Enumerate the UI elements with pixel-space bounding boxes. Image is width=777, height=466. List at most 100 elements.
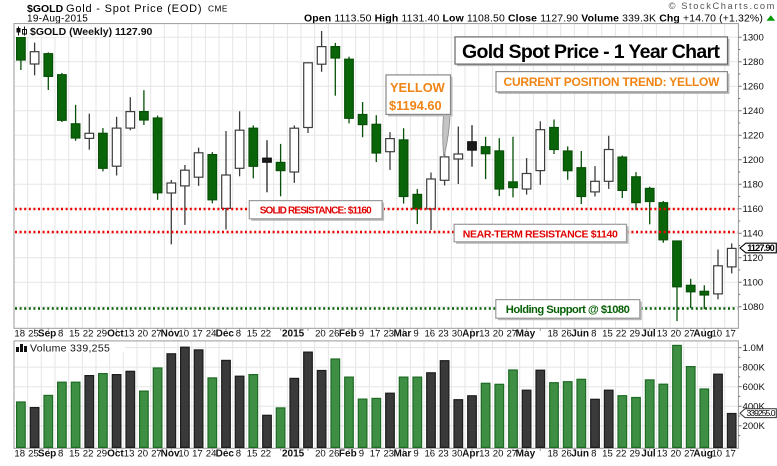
svg-text:1280: 1280 bbox=[743, 57, 764, 68]
svg-text:Oct: Oct bbox=[107, 329, 124, 340]
svg-text:17: 17 bbox=[192, 449, 203, 460]
svg-text:22: 22 bbox=[83, 329, 94, 340]
svg-text:18: 18 bbox=[547, 329, 558, 340]
svg-text:1100: 1100 bbox=[743, 278, 764, 289]
svg-text:29: 29 bbox=[96, 449, 107, 460]
svg-text:16: 16 bbox=[424, 449, 435, 460]
svg-text:Gold Spot Price - 1 Year Chart: Gold Spot Price - 1 Year Chart bbox=[462, 41, 721, 63]
svg-text:1160: 1160 bbox=[743, 204, 764, 215]
svg-text:8: 8 bbox=[591, 329, 596, 340]
svg-text:200K: 200K bbox=[743, 421, 766, 432]
svg-text:17: 17 bbox=[192, 329, 203, 340]
svg-text:22: 22 bbox=[616, 449, 627, 460]
svg-text:339255.0: 339255.0 bbox=[747, 408, 776, 418]
svg-text:13: 13 bbox=[124, 449, 135, 460]
svg-text:8: 8 bbox=[591, 449, 596, 460]
svg-text:25: 25 bbox=[28, 449, 39, 460]
svg-text:$GOLD (Weekly) 1127.90: $GOLD (Weekly) 1127.90 bbox=[30, 26, 153, 38]
svg-text:Feb: Feb bbox=[339, 329, 357, 340]
svg-text:22: 22 bbox=[83, 449, 94, 460]
svg-text:29: 29 bbox=[629, 449, 640, 460]
svg-text:1120: 1120 bbox=[743, 253, 764, 264]
svg-text:17: 17 bbox=[725, 329, 736, 340]
svg-text:27: 27 bbox=[506, 329, 517, 340]
svg-text:Jul: Jul bbox=[641, 329, 656, 340]
svg-text:Holding Support @ $1080: Holding Support @ $1080 bbox=[506, 304, 630, 316]
svg-text:1220: 1220 bbox=[743, 131, 764, 142]
svg-text:19-Aug-2015: 19-Aug-2015 bbox=[27, 14, 88, 25]
svg-text:May: May bbox=[516, 449, 536, 460]
svg-text:16: 16 bbox=[424, 329, 435, 340]
svg-text:Mar: Mar bbox=[394, 449, 412, 460]
svg-text:20: 20 bbox=[493, 449, 504, 460]
svg-text:8: 8 bbox=[236, 329, 241, 340]
svg-text:26: 26 bbox=[329, 449, 340, 460]
svg-text:Jul: Jul bbox=[641, 449, 656, 460]
svg-text:1240: 1240 bbox=[743, 106, 764, 117]
svg-text:9: 9 bbox=[359, 329, 364, 340]
svg-text:Nov: Nov bbox=[161, 329, 180, 340]
svg-text:Jun: Jun bbox=[571, 449, 589, 460]
svg-text:Feb: Feb bbox=[339, 449, 357, 460]
svg-text:23: 23 bbox=[383, 449, 394, 460]
svg-text:25: 25 bbox=[28, 329, 39, 340]
svg-text:CURRENT POSITION TREND: YELLOW: CURRENT POSITION TREND: YELLOW bbox=[504, 75, 721, 89]
svg-text:24: 24 bbox=[206, 329, 217, 340]
svg-text:22: 22 bbox=[616, 329, 627, 340]
svg-text:Apr: Apr bbox=[462, 449, 479, 460]
svg-text:Aug: Aug bbox=[693, 449, 712, 460]
svg-text:20: 20 bbox=[670, 329, 681, 340]
svg-text:29: 29 bbox=[96, 329, 107, 340]
svg-text:20: 20 bbox=[315, 329, 326, 340]
svg-text:20: 20 bbox=[670, 449, 681, 460]
svg-text:26: 26 bbox=[561, 329, 572, 340]
svg-text:27: 27 bbox=[151, 449, 162, 460]
svg-text:10: 10 bbox=[178, 449, 189, 460]
svg-text:22: 22 bbox=[260, 449, 271, 460]
svg-text:24: 24 bbox=[206, 449, 217, 460]
svg-text:20: 20 bbox=[137, 449, 148, 460]
svg-text:22: 22 bbox=[260, 329, 271, 340]
svg-text:29: 29 bbox=[629, 329, 640, 340]
svg-text:20: 20 bbox=[315, 449, 326, 460]
svg-text:27: 27 bbox=[506, 449, 517, 460]
svg-text:13: 13 bbox=[479, 329, 490, 340]
svg-text:13: 13 bbox=[657, 449, 668, 460]
svg-text:20: 20 bbox=[493, 329, 504, 340]
svg-text:400K: 400K bbox=[743, 402, 766, 413]
svg-text:18: 18 bbox=[14, 449, 25, 460]
svg-text:Volume 339,255: Volume 339,255 bbox=[30, 343, 110, 355]
svg-text:$GOLD: $GOLD bbox=[27, 3, 64, 15]
svg-text:2015: 2015 bbox=[282, 329, 305, 340]
svg-text:1.0M: 1.0M bbox=[743, 343, 764, 354]
svg-text:30: 30 bbox=[452, 449, 463, 460]
svg-text:8: 8 bbox=[236, 449, 241, 460]
svg-text:1300: 1300 bbox=[743, 33, 764, 44]
svg-text:23: 23 bbox=[383, 329, 394, 340]
svg-text:17: 17 bbox=[370, 449, 381, 460]
svg-text:15: 15 bbox=[69, 449, 80, 460]
svg-text:1080: 1080 bbox=[743, 302, 764, 313]
svg-text:Apr: Apr bbox=[462, 329, 479, 340]
svg-text:Mar: Mar bbox=[394, 329, 412, 340]
svg-text:26: 26 bbox=[329, 329, 340, 340]
svg-text:8: 8 bbox=[58, 449, 63, 460]
svg-text:13: 13 bbox=[657, 329, 668, 340]
svg-text:Gold - Spot Price (EOD): Gold - Spot Price (EOD) bbox=[66, 3, 202, 15]
svg-text:13: 13 bbox=[479, 449, 490, 460]
svg-text:17: 17 bbox=[725, 449, 736, 460]
svg-text:Dec: Dec bbox=[216, 449, 235, 460]
svg-text:10: 10 bbox=[711, 449, 722, 460]
svg-text:9: 9 bbox=[359, 449, 364, 460]
svg-text:Nov: Nov bbox=[161, 449, 180, 460]
svg-text:18: 18 bbox=[14, 329, 25, 340]
svg-text:18: 18 bbox=[547, 449, 558, 460]
svg-text:1260: 1260 bbox=[743, 82, 764, 93]
svg-text:© StockCharts.com: © StockCharts.com bbox=[669, 1, 776, 11]
svg-text:NEAR-TERM RESISTANCE $1140: NEAR-TERM RESISTANCE $1140 bbox=[463, 228, 618, 240]
svg-text:Aug: Aug bbox=[693, 329, 712, 340]
svg-text:8: 8 bbox=[58, 329, 63, 340]
svg-text:800K: 800K bbox=[743, 363, 766, 374]
svg-text:May: May bbox=[516, 329, 536, 340]
svg-text:15: 15 bbox=[602, 449, 613, 460]
